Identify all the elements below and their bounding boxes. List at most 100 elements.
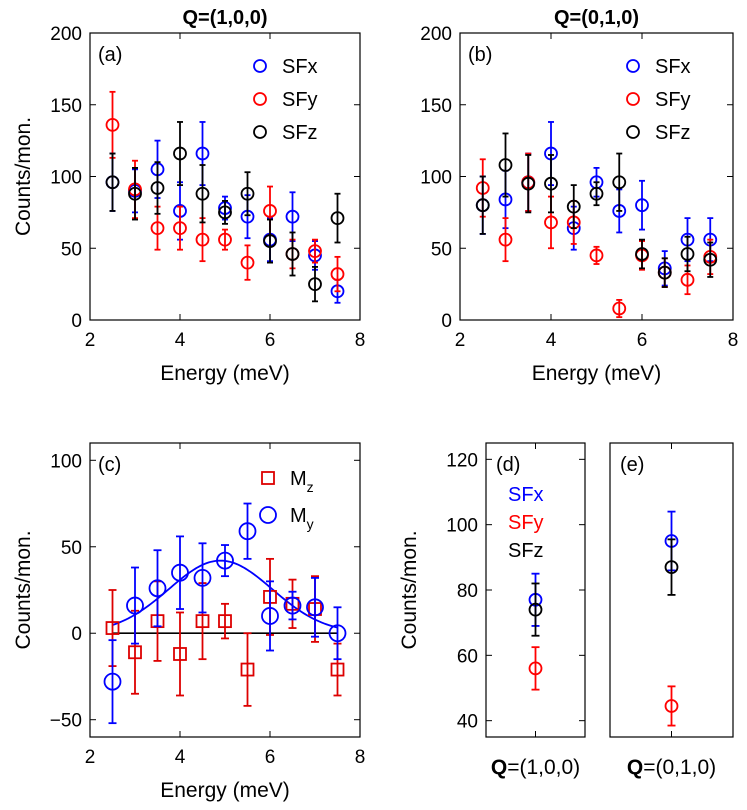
- data-point: [612, 175, 627, 190]
- data-point: [528, 661, 543, 676]
- y-tick-label: 150: [50, 96, 82, 117]
- legend-marker: [259, 506, 277, 524]
- legend-marker: [253, 59, 267, 73]
- legend: SFx SFy SFz: [508, 484, 544, 562]
- y-tick-label: 200: [50, 24, 82, 45]
- data-point: [612, 301, 627, 316]
- x-axis-label-q: Q: [627, 756, 643, 779]
- y-tick-label: 120: [446, 450, 478, 471]
- data-point: [128, 186, 142, 201]
- y-tick-label: 60: [457, 646, 478, 667]
- legend-marker: [261, 471, 275, 485]
- panel-c: 2 4 6 8 −50 0 50 100 (c) Energy (meV) Counts/mon. M…: [12, 442, 365, 802]
- data-point: [240, 255, 255, 270]
- data-point: [173, 146, 187, 161]
- data-point: [173, 647, 187, 661]
- x-axis-label: Energy (meV): [160, 362, 290, 385]
- x-axis-label-rest: =(0,1,0): [643, 756, 716, 779]
- data-point: [664, 560, 679, 575]
- data-point: [285, 209, 300, 224]
- y-tick-label: 0: [441, 311, 452, 332]
- panel-title: Q=(0,1,0): [554, 7, 639, 29]
- data-point: [128, 645, 142, 660]
- data-point: [173, 221, 187, 236]
- data-point: [105, 621, 120, 635]
- y-axis-label: Counts/mon.: [398, 530, 421, 649]
- y-tick-label: 150: [420, 96, 452, 117]
- data-point: [703, 252, 718, 267]
- x-tick-label: 2: [85, 330, 96, 351]
- data-point: [148, 579, 167, 598]
- series-SFz: [105, 121, 345, 303]
- legend-label: SFy: [655, 89, 691, 111]
- x-tick-label: 2: [85, 747, 96, 768]
- data-point: [103, 672, 122, 691]
- data-point: [150, 221, 165, 236]
- x-axis-label: Q=(1,0,0): [491, 756, 580, 779]
- data-point: [126, 596, 144, 615]
- x-axis-label-rest: =(1,0,0): [507, 756, 580, 779]
- data-point: [589, 186, 604, 201]
- legend-label: My: [290, 505, 314, 532]
- data-point: [195, 614, 210, 629]
- legend-marker: [626, 125, 640, 139]
- legend: SFx SFy SFz: [626, 56, 691, 144]
- legend-label: SFx: [282, 56, 318, 78]
- data-point: [330, 211, 345, 226]
- data-point: [195, 232, 210, 247]
- data-point: [240, 186, 255, 201]
- data-point: [498, 158, 513, 172]
- panel-label: (d): [496, 454, 520, 476]
- panel-a: 2 4 6 8 0 50 100 150 200 Q=(1,0,0) (a) Energy (meV)…: [12, 7, 365, 385]
- legend-label: SFz: [655, 122, 691, 144]
- data-point: [330, 662, 345, 677]
- y-axis-label: Counts/mon.: [12, 530, 35, 649]
- legend-label: SFy: [282, 89, 318, 111]
- y-tick-label: 0: [71, 624, 82, 645]
- x-tick-label: 6: [637, 330, 648, 351]
- y-axis-label: Counts/mon.: [12, 117, 35, 236]
- panel-b: 2 4 6 8 0 50 100 150 200 Q=(0,1,0) (b) Energy (meV)…: [420, 7, 738, 385]
- data-point: [218, 205, 232, 220]
- data-point: [263, 204, 277, 218]
- y-tick-label: 200: [420, 24, 452, 45]
- data-point: [308, 244, 322, 259]
- x-tick-label: 2: [455, 330, 466, 351]
- data-point: [566, 199, 581, 214]
- plot-frame: [89, 32, 361, 321]
- data-point: [261, 607, 279, 625]
- x-tick-label: 8: [355, 330, 366, 351]
- y-tick-label: 100: [50, 168, 82, 189]
- legend: Mz My: [259, 468, 314, 532]
- data-point: [330, 267, 345, 281]
- legend-label-main: M: [290, 468, 307, 490]
- panel-e: (e) Q=(0,1,0): [609, 442, 734, 779]
- data-point: [544, 215, 558, 230]
- data-point: [521, 176, 536, 191]
- legend-label: SFz: [282, 122, 318, 144]
- legend-label-subscript: z: [307, 479, 314, 495]
- x-tick-label: 4: [175, 330, 186, 351]
- data-point: [498, 232, 513, 247]
- data-point: [308, 277, 322, 292]
- data-point: [680, 272, 695, 287]
- legend-marker: [626, 92, 640, 106]
- data-point: [328, 624, 347, 643]
- data-point: [218, 232, 232, 247]
- data-point: [240, 662, 255, 677]
- y-tick-label: 100: [50, 451, 82, 472]
- data-point: [283, 596, 302, 615]
- legend: SFx SFy SFz: [253, 56, 318, 144]
- panel-label: (e): [620, 454, 644, 476]
- x-tick-label: 8: [728, 330, 739, 351]
- x-axis-label: Energy (meV): [160, 779, 290, 802]
- panel-label: (b): [468, 44, 492, 66]
- data-point: [306, 598, 324, 617]
- panel-label: (c): [98, 454, 121, 476]
- data-point: [635, 198, 649, 213]
- series-My: [103, 502, 347, 725]
- legend-label-main: M: [290, 505, 307, 527]
- data-point: [589, 248, 604, 263]
- data-point: [528, 602, 543, 617]
- y-tick-label: −50: [50, 711, 82, 732]
